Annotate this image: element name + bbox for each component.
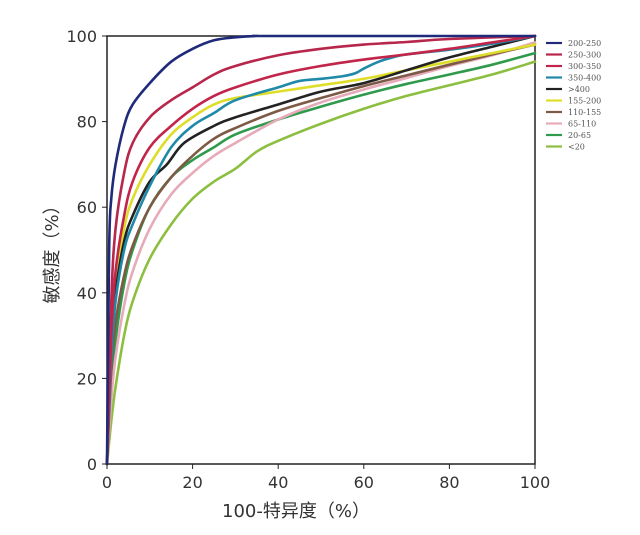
y-tick-label: 0 <box>87 455 97 474</box>
x-tick-label: 0 <box>102 473 112 492</box>
legend-label-9: <20 <box>568 143 585 152</box>
series-layer <box>105 34 537 466</box>
x-tick-label: 20 <box>182 473 202 492</box>
series-line-7 <box>105 41 537 466</box>
y-axis-title: 敏感度（%） <box>42 196 63 303</box>
series-line-8 <box>105 51 537 466</box>
x-axis-title: 100-特异度（%） <box>222 501 370 522</box>
series-line-0 <box>105 34 537 466</box>
x-tick-label: 100 <box>520 473 551 492</box>
y-tick-label: 100 <box>66 27 97 46</box>
legend-label-8: 20-65 <box>568 131 591 140</box>
legend-label-2: 300-350 <box>568 62 601 71</box>
y-tick-label: 40 <box>77 284 97 303</box>
legend: 200-250 250-300 300-350 350-400 >400 155-200 1… <box>546 39 601 152</box>
series-line-6 <box>105 43 537 466</box>
x-tick-label: 80 <box>439 473 459 492</box>
x-tick-label: 40 <box>268 473 288 492</box>
x-tick-label: 60 <box>354 473 374 492</box>
legend-label-3: 350-400 <box>568 74 601 83</box>
y-tick-label: 80 <box>77 113 97 132</box>
series-line-2 <box>105 34 537 466</box>
legend-label-1: 250-300 <box>568 51 601 60</box>
y-tick-label: 20 <box>77 369 97 388</box>
series-line-1 <box>105 34 537 466</box>
tick-layer: 0 20 40 60 80 100 0 20 40 60 80 100 <box>66 27 550 492</box>
legend-label-7: 65-110 <box>568 120 596 129</box>
y-tick-label: 60 <box>77 198 97 217</box>
series-line-9 <box>105 60 537 466</box>
legend-label-4: >400 <box>568 85 590 94</box>
legend-label-5: 155-200 <box>568 97 601 106</box>
legend-label-6: 110-155 <box>568 108 601 117</box>
legend-label-0: 200-250 <box>568 39 601 48</box>
